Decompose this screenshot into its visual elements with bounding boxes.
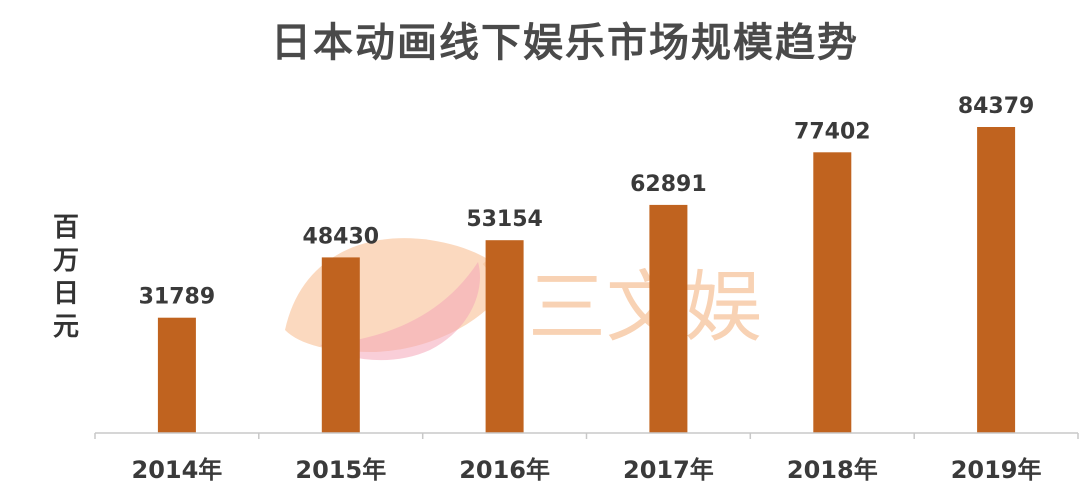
x-tick-label-2016年: 2016年: [459, 456, 550, 484]
bar-2017年: [649, 204, 688, 433]
bar-2015年: [321, 257, 360, 433]
data-label-2015年: 48430: [303, 224, 380, 249]
y-axis-label-char: 百: [53, 213, 79, 243]
x-tick-label-2017年: 2017年: [623, 456, 714, 484]
data-label-2019年: 84379: [958, 94, 1035, 119]
data-label-2016年: 53154: [466, 207, 543, 232]
x-axis-tick-labels: 2014年 2015年 2016年 2017年 2018年 2019年: [132, 456, 1042, 484]
bar-2018年: [813, 152, 852, 434]
data-label-2014年: 31789: [139, 285, 216, 310]
y-axis-label-char: 万: [53, 246, 79, 276]
data-label-2018年: 77402: [794, 119, 871, 144]
bar-2014年: [157, 317, 196, 433]
y-axis-label-char: 日: [53, 279, 79, 309]
bars-group: [157, 127, 1016, 434]
watermark-leaf-pink: [320, 262, 480, 361]
x-tick-label-2018年: 2018年: [787, 456, 878, 484]
x-tick-label-2019年: 2019年: [951, 456, 1042, 484]
watermark-text: 三文娱: [528, 263, 762, 353]
value-labels-group: 31789 48430 53154 62891 77402 84379: [139, 94, 1035, 310]
bar-2019年: [977, 127, 1016, 433]
y-axis-label-char: 元: [53, 312, 79, 342]
bar-2016年: [485, 240, 524, 433]
data-label-2017年: 62891: [630, 172, 707, 197]
x-axis-ticks: [94, 433, 1079, 439]
x-tick-label-2014年: 2014年: [132, 456, 223, 484]
chart-title: 日本动画线下娱乐市场规模趋势: [271, 20, 859, 66]
x-tick-label-2015年: 2015年: [295, 456, 386, 484]
